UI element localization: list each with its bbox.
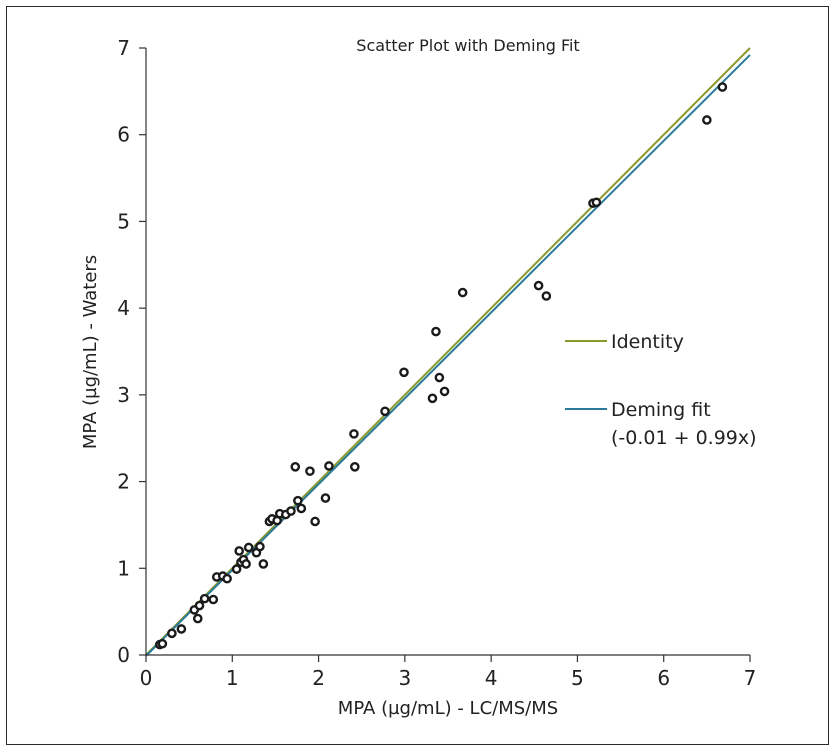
data-point bbox=[457, 287, 468, 298]
x-tick-label: 5 bbox=[571, 666, 584, 690]
data-point bbox=[192, 613, 203, 624]
y-tick-label: 3 bbox=[117, 383, 130, 407]
chart-title: Scatter Plot with Deming Fit bbox=[356, 36, 579, 55]
legend-label-identity: Identity bbox=[611, 331, 684, 353]
data-point bbox=[399, 367, 409, 378]
x-tick-label: 0 bbox=[140, 666, 153, 690]
data-point bbox=[439, 386, 450, 397]
data-point bbox=[305, 466, 315, 476]
data-point bbox=[258, 559, 269, 569]
data-point bbox=[533, 280, 544, 291]
data-point bbox=[380, 406, 390, 417]
data-points bbox=[155, 82, 728, 650]
data-point bbox=[296, 503, 307, 514]
x-tick-label: 4 bbox=[485, 666, 498, 690]
y-axis-label: MPA (µg/mL) - Waters bbox=[80, 255, 101, 449]
data-point bbox=[222, 573, 232, 584]
x-axis-label: MPA (µg/mL) - LC/MS/MS bbox=[338, 698, 558, 719]
y-tick-label: 0 bbox=[117, 643, 130, 667]
data-point bbox=[194, 600, 205, 611]
data-point bbox=[234, 546, 244, 556]
data-point bbox=[717, 82, 728, 92]
data-point bbox=[431, 326, 441, 337]
data-point bbox=[293, 495, 303, 506]
data-point bbox=[350, 462, 360, 472]
data-point bbox=[231, 564, 242, 574]
data-point bbox=[591, 197, 602, 208]
data-point bbox=[310, 516, 320, 527]
y-tick-label: 2 bbox=[117, 470, 130, 494]
x-tick-label: 3 bbox=[398, 666, 411, 690]
data-point bbox=[541, 291, 552, 301]
data-point bbox=[157, 638, 168, 649]
legend: Identity Deming fit (-0.01 + 0.99x) bbox=[565, 331, 757, 449]
data-point bbox=[255, 541, 265, 552]
axes: 0 1 2 3 4 5 6 7 0 1 2 3 4 5 6 7 bbox=[117, 36, 756, 690]
data-point bbox=[427, 393, 438, 404]
data-point bbox=[286, 506, 296, 516]
y-tick-label: 7 bbox=[117, 36, 130, 60]
x-tick-label: 7 bbox=[744, 666, 757, 690]
data-point bbox=[290, 462, 301, 472]
y-tick-label: 5 bbox=[117, 209, 130, 233]
data-point bbox=[434, 372, 445, 383]
x-tick-label: 6 bbox=[657, 666, 670, 690]
x-tick-label: 2 bbox=[312, 666, 325, 690]
data-point bbox=[176, 624, 187, 634]
identity-line bbox=[145, 47, 751, 656]
data-point bbox=[324, 461, 334, 471]
data-point bbox=[241, 559, 251, 569]
y-tick-label: 4 bbox=[117, 296, 130, 320]
legend-label-deming-fit: Deming fit bbox=[611, 399, 711, 421]
chart-frame bbox=[6, 6, 829, 745]
data-point bbox=[349, 429, 359, 439]
data-point bbox=[320, 493, 331, 503]
data-point bbox=[702, 115, 712, 125]
y-tick-label: 1 bbox=[117, 556, 130, 580]
data-point bbox=[208, 594, 219, 605]
data-point bbox=[243, 542, 254, 553]
data-point bbox=[167, 628, 177, 639]
deming-fit-line bbox=[145, 54, 751, 657]
y-tick-label: 6 bbox=[117, 123, 130, 147]
x-tick-label: 1 bbox=[226, 666, 239, 690]
legend-label-deming-equation: (-0.01 + 0.99x) bbox=[611, 427, 757, 449]
data-point bbox=[199, 593, 210, 604]
fit-lines bbox=[145, 47, 751, 657]
